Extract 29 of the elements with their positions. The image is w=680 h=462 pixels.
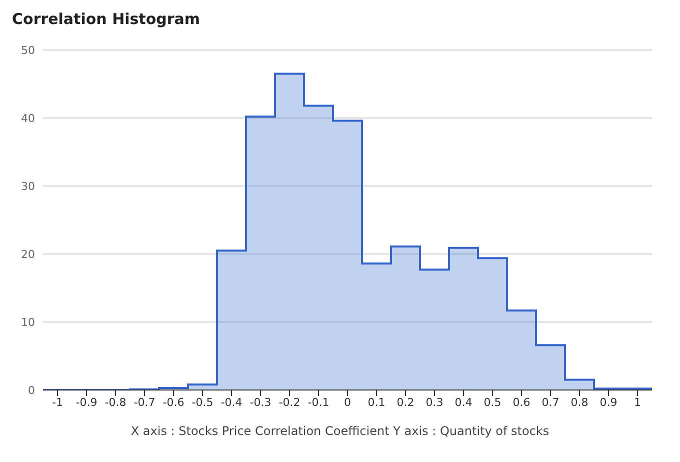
chart-title: Correlation Histogram — [11, 9, 202, 30]
x-tick-label: 0.9 — [600, 396, 618, 409]
y-tick-label: 40 — [21, 112, 35, 125]
x-tick-label: -0.8 — [104, 396, 126, 409]
x-tick-label: -0.6 — [162, 396, 184, 409]
x-tick-label: -0.2 — [278, 396, 300, 409]
x-tick-label: -0.5 — [192, 396, 214, 409]
x-tick-label: 0.2 — [396, 396, 414, 409]
x-tick-label: 0.3 — [426, 396, 444, 409]
x-tick-label: -0.7 — [134, 396, 156, 409]
x-tick-label: 0.8 — [570, 396, 588, 409]
y-tick-label: 10 — [21, 316, 35, 329]
x-tick-label: -0.4 — [220, 396, 242, 409]
x-tick-label: -0.9 — [76, 396, 98, 409]
x-tick-label: 0.5 — [484, 396, 502, 409]
y-tick-label: 20 — [21, 248, 35, 261]
x-tick-label: 0.7 — [542, 396, 560, 409]
y-tick-label: 30 — [21, 180, 35, 193]
x-tick-label: 0 — [344, 396, 351, 409]
x-tick-label: 0.6 — [512, 396, 530, 409]
x-tick-label: 1 — [634, 396, 641, 409]
x-tick-label: 0.4 — [454, 396, 472, 409]
x-tick-label: -1 — [52, 396, 63, 409]
y-tick-label: 0 — [28, 384, 35, 397]
y-tick-label: 50 — [21, 44, 35, 57]
x-tick-label: -0.3 — [250, 396, 272, 409]
x-axis-title: X axis : Stocks Price Correlation Coefficient Y axis : Quantity of stocks — [130, 424, 550, 438]
x-tick-label: 0.1 — [368, 396, 386, 409]
x-tick-label: -0.1 — [308, 396, 330, 409]
